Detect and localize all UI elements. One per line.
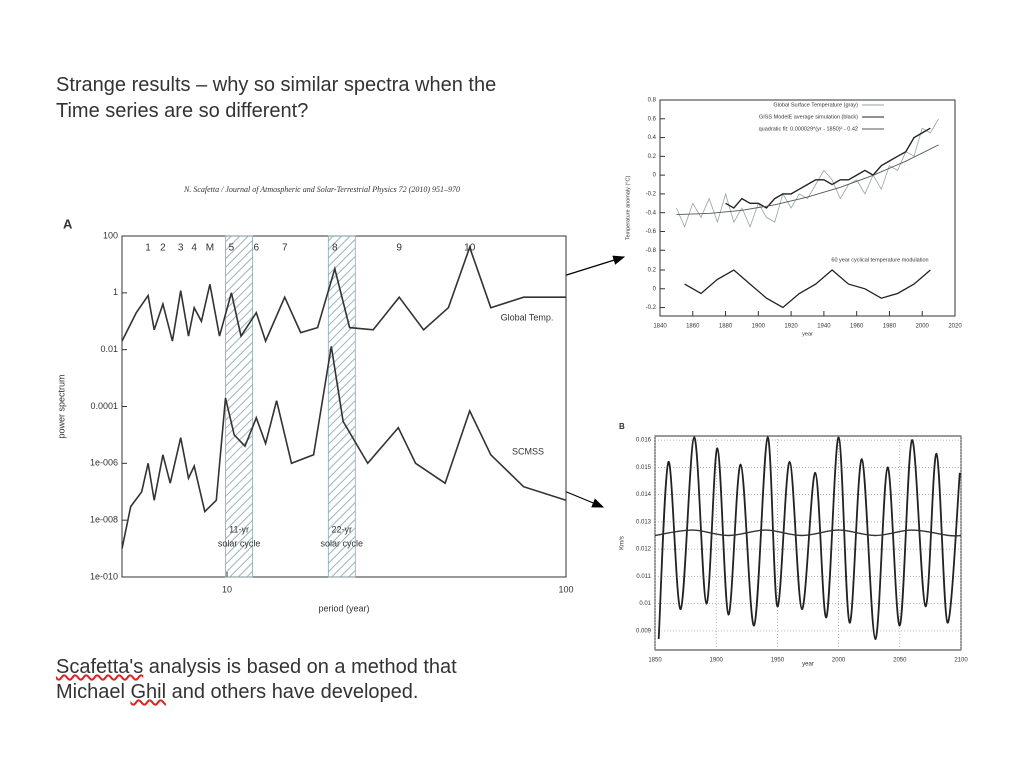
series-label: Global Temp. — [501, 312, 554, 322]
data-line — [676, 144, 939, 216]
y-tick-label: 0.014 — [636, 492, 652, 498]
peak-label: 3 — [178, 243, 184, 254]
band-label: 11-yr — [229, 524, 249, 534]
y-tick-label: -0.2 — [646, 305, 657, 311]
panel-label: B — [619, 422, 625, 431]
x-axis-label: period (year) — [318, 603, 369, 613]
text: Michael — [56, 681, 131, 703]
y-tick-label: 0.6 — [648, 116, 657, 122]
x-tick-label: 2000 — [916, 324, 930, 330]
band — [225, 235, 254, 578]
y-tick-label: 0.2 — [648, 154, 657, 160]
peak-label: 8 — [332, 243, 338, 254]
peak-label: 6 — [254, 243, 260, 254]
x-tick-label: 10 — [222, 584, 232, 594]
peak-label: 10 — [464, 243, 476, 254]
y-tick-label: 0.8 — [648, 98, 657, 104]
x-tick-label: 1840 — [653, 324, 667, 330]
peak-label: M — [206, 243, 214, 254]
x-axis-label: year — [802, 662, 814, 668]
peak-label: 9 — [396, 243, 402, 254]
series-label: 60 year cyclical temperature modulation — [831, 257, 928, 263]
y-tick-label: 0.01 — [100, 344, 118, 354]
x-tick-label: 1880 — [719, 324, 733, 330]
y-tick-label: 0.01 — [639, 601, 651, 607]
y-tick-label: 0.015 — [636, 465, 652, 471]
y-axis-label: power spectrum — [56, 374, 66, 438]
footer-text: Scafetta's analysis is based on a method… — [56, 656, 457, 679]
peak-label: 2 — [160, 243, 166, 254]
source: N. Scafetta / Journal of Atmospheric and… — [183, 185, 460, 194]
peak-label: 1 — [145, 243, 151, 254]
y-tick-label: 0.009 — [636, 628, 652, 634]
series-label: quadratic fit: 0.000029*(yr - 1850)² - 0… — [759, 126, 858, 132]
slide-title: Strange results – why so similar spectra… — [56, 74, 497, 96]
y-tick-label: 0.013 — [636, 519, 652, 525]
peak-label: 7 — [282, 243, 288, 254]
misspelled-word: Scafetta's — [56, 656, 144, 678]
data-line — [121, 244, 566, 344]
x-tick-label: 1950 — [771, 658, 785, 664]
x-tick-label: 100 — [558, 584, 573, 594]
x-tick-label: 2020 — [948, 324, 962, 330]
y-tick-label: 1e-010 — [90, 571, 118, 581]
footer-text: Michael Ghil and others have developed. — [56, 681, 418, 704]
y-axis-label: Temperature anomaly (°C) — [625, 176, 631, 241]
text: analysis is based on a method that — [143, 656, 457, 678]
y-tick-label: -0.2 — [646, 191, 657, 197]
x-tick-label: 1920 — [784, 324, 798, 330]
x-tick-label: 2100 — [954, 658, 968, 664]
x-axis-label: year — [802, 331, 813, 337]
y-tick-label: 0 — [653, 173, 657, 179]
x-tick-label: 1850 — [648, 658, 662, 664]
data-line — [684, 269, 931, 309]
data-line — [725, 127, 931, 209]
plot-frame — [659, 99, 956, 317]
misspelled-word: Ghil — [130, 681, 167, 703]
arrow — [556, 255, 626, 279]
data-line — [121, 346, 567, 549]
y-tick-label: 0.016 — [636, 438, 652, 444]
x-tick-label: 1960 — [850, 324, 864, 330]
y-tick-label: 0.012 — [636, 547, 652, 553]
x-tick-label: 1860 — [686, 324, 700, 330]
y-tick-label: 1e-006 — [90, 458, 118, 468]
y-tick-label: 0 — [653, 286, 657, 292]
data-line — [654, 529, 962, 537]
band-label: solar cycle — [218, 538, 261, 548]
x-tick-label: 2050 — [893, 658, 907, 664]
y-tick-label: 0.011 — [636, 574, 651, 580]
peak-label: 4 — [191, 243, 197, 254]
y-tick-label: 100 — [103, 230, 118, 240]
band — [327, 235, 356, 578]
y-tick-label: -0.4 — [646, 210, 657, 216]
series-label: GISS ModelE average simulation (black) — [759, 114, 858, 120]
x-tick-label: 2000 — [832, 658, 846, 664]
series-label: Global Surface Temperature (gray) — [773, 102, 858, 108]
y-tick-label: 0.0001 — [90, 401, 118, 411]
x-tick-label: 1980 — [883, 324, 897, 330]
panel-label: A — [63, 216, 73, 231]
y-axis-label: Km/s — [620, 536, 626, 550]
y-tick-label: 1e-008 — [90, 515, 118, 525]
series-label: SCMSS — [512, 446, 544, 456]
y-tick-label: -0.6 — [646, 229, 657, 235]
x-tick-label: 1900 — [752, 324, 766, 330]
y-tick-label: 0.4 — [648, 135, 657, 141]
y-tick-label: -0.8 — [646, 248, 657, 254]
y-tick-label: 1 — [113, 287, 118, 297]
text: and others have developed. — [166, 681, 419, 703]
x-tick-label: 1900 — [710, 658, 724, 664]
slide-title: Time series are so different? — [56, 100, 309, 122]
y-tick-label: 0.2 — [648, 268, 657, 274]
peak-label: 5 — [229, 243, 235, 254]
band-label: 22-yr — [332, 524, 353, 534]
band-label: solar cycle — [321, 538, 364, 548]
x-tick-label: 1940 — [817, 324, 831, 330]
data-line — [657, 436, 961, 641]
